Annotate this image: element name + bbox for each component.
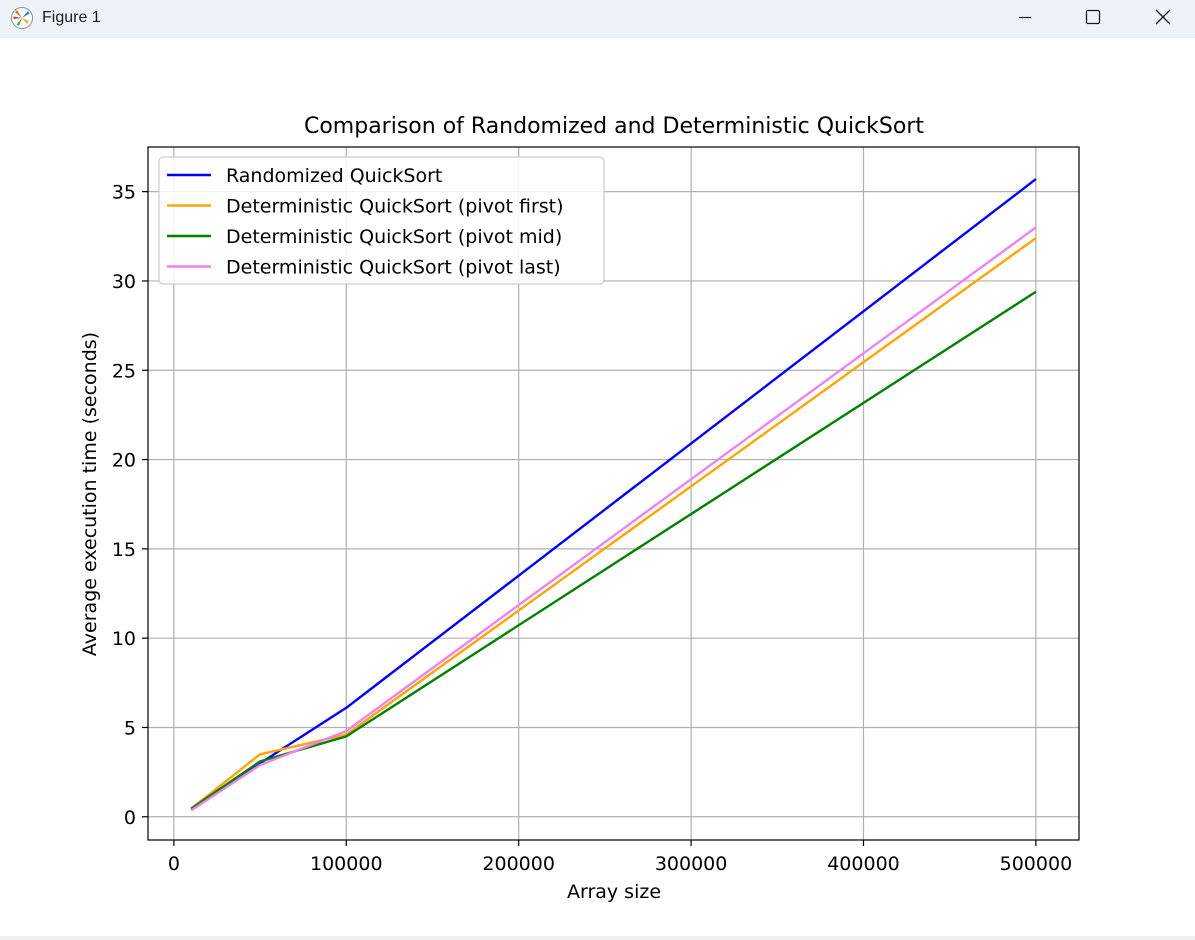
matplotlib-logo-icon [11, 7, 33, 29]
close-button[interactable] [1128, 0, 1195, 34]
figure-canvas: Comparison of Randomized and Determinist… [0, 38, 1195, 936]
y-tick-label: 20 [112, 450, 136, 472]
legend-entry: Randomized QuickSort [226, 165, 442, 187]
window-title: Figure 1 [42, 9, 101, 26]
y-tick-label: 25 [112, 360, 136, 382]
x-axis-label: Array size [567, 881, 661, 903]
legend-entry: Deterministic QuickSort (pivot first) [226, 196, 564, 218]
series-line-4 [190, 226, 1037, 812]
y-axis-label: Average execution time (seconds) [79, 332, 101, 656]
close-icon [1155, 9, 1171, 25]
maximize-icon [1085, 9, 1101, 25]
series-line-2 [190, 237, 1037, 810]
legend-box [158, 156, 605, 285]
y-tick-label: 35 [112, 182, 136, 204]
minimize-icon [1019, 16, 1031, 19]
series-line-3 [190, 290, 1037, 810]
x-tick-label: 0 [168, 853, 180, 875]
minimize-button[interactable] [990, 0, 1060, 34]
x-tick-label: 100000 [310, 853, 383, 875]
x-tick-label: 200000 [482, 853, 555, 875]
series-lines [190, 178, 1037, 812]
y-tick-label: 10 [112, 628, 136, 650]
y-axis-ticks: 0 5 10 15 20 25 30 35 [112, 182, 148, 829]
legend: Randomized QuickSort Deterministic QuickS… [158, 156, 605, 285]
y-tick-label: 30 [112, 271, 136, 293]
x-axis-ticks: 0 100000 200000 300000 400000 500000 [168, 840, 1072, 875]
x-tick-label: 500000 [1000, 853, 1073, 875]
chart-title: Comparison of Randomized and Determinist… [304, 114, 924, 139]
y-tick-label: 5 [124, 717, 136, 739]
plot-frame [147, 146, 1080, 841]
line-chart: Comparison of Randomized and Determinist… [79, 114, 1080, 903]
y-tick-label: 15 [112, 539, 136, 561]
window-titlebar[interactable]: Figure 1 [0, 0, 1195, 38]
window-bottom-border [0, 936, 1195, 940]
legend-entry: Deterministic QuickSort (pivot mid) [226, 226, 562, 248]
legend-entry: Deterministic QuickSort (pivot last) [226, 257, 561, 279]
y-tick-label: 0 [124, 807, 136, 829]
maximize-button[interactable] [1058, 0, 1128, 34]
x-tick-label: 300000 [655, 853, 728, 875]
x-tick-label: 400000 [827, 853, 900, 875]
